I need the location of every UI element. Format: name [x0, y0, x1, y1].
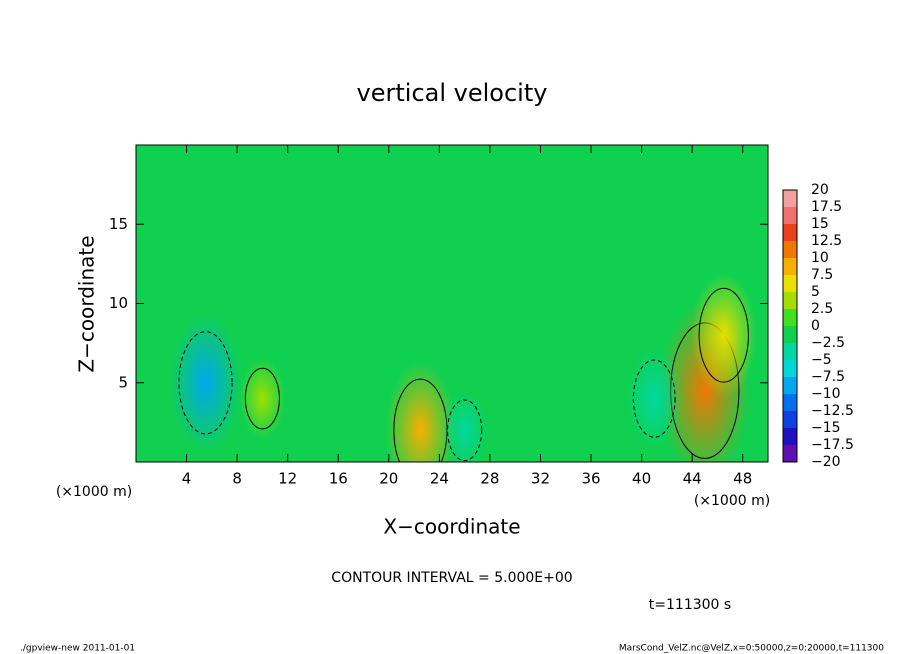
colorbar-label: −15 [811, 420, 841, 436]
contour-interval: CONTOUR INTERVAL = 5.000E+00 [331, 570, 572, 586]
colorbar-label: −20 [811, 454, 841, 470]
colorbar-label: 12.5 [811, 233, 842, 249]
colorbar-label: −5 [811, 352, 832, 368]
x-tick-label: 24 [430, 470, 449, 488]
colorbar-segment [783, 207, 797, 224]
x-tick-label: 12 [278, 470, 297, 488]
colorbar-label: −7.5 [811, 369, 845, 385]
colorbar-label: −2.5 [811, 335, 845, 351]
colorbar-segment [783, 360, 797, 377]
colorbar-label: 7.5 [811, 267, 833, 283]
colorbar-label: −10 [811, 386, 841, 402]
field-feature [170, 314, 241, 451]
colorbar-label: 10 [811, 250, 829, 266]
colorbar-segment [783, 343, 797, 360]
colorbar-segment [783, 394, 797, 411]
colorbar-segment [783, 258, 797, 275]
field-feature [239, 358, 286, 440]
colorbar-label: 17.5 [811, 199, 842, 215]
y-tick-label: 5 [118, 373, 128, 391]
x-tick-label: 44 [683, 470, 702, 488]
x-axis-label: X−coordinate [383, 515, 520, 539]
colorbar-segment [783, 411, 797, 428]
chart-title: vertical velocity [357, 79, 548, 107]
x-tick-label: 16 [329, 470, 348, 488]
colorbar-label: 15 [811, 216, 829, 232]
colorbar-segment [783, 377, 797, 394]
colorbar-label: 2.5 [811, 301, 833, 317]
colorbar-segment [783, 275, 797, 292]
x-tick-label: 40 [632, 470, 651, 488]
contour-line [447, 399, 483, 462]
x-tick-label: 32 [531, 470, 550, 488]
colorbar-segment [783, 190, 797, 207]
colorbar-segment [783, 224, 797, 241]
contour-line [698, 287, 749, 383]
contour-line [632, 359, 676, 438]
x-tick-label: 28 [480, 470, 499, 488]
colorbar-segment [783, 309, 797, 326]
x-tick-label: 4 [182, 470, 192, 488]
y-axis-label: Z−coordinate [75, 235, 99, 372]
field [170, 272, 757, 462]
colorbar-frame [782, 189, 798, 463]
footer-right: MarsCond_VelZ.nc@VelZ,x=0:50000,z=0:2000… [619, 644, 884, 654]
y-unit: (×1000 m) [56, 484, 132, 500]
colorbar-label: 0 [811, 318, 820, 334]
contour-line [178, 331, 233, 435]
contour-line [244, 367, 280, 430]
y-tick-label: 10 [109, 294, 128, 312]
colorbar-label: −17.5 [811, 437, 854, 453]
y-tick-label: 15 [109, 215, 128, 233]
colorbar-label: 20 [811, 182, 829, 198]
time-label: t=111300 s [649, 597, 731, 613]
colorbar-segment [783, 326, 797, 343]
field-feature [626, 347, 683, 451]
colorbar-segment [783, 428, 797, 445]
colorbar-label: −12.5 [811, 403, 854, 419]
field-feature [690, 272, 757, 398]
x-tick-label: 36 [581, 470, 600, 488]
field-feature [441, 389, 488, 462]
field-feature [385, 362, 456, 462]
colorbar-segment [783, 241, 797, 258]
colorbar-segment [783, 292, 797, 309]
footer-left: ./gpview-new 2011-01-01 [20, 644, 135, 654]
colorbar-segment [783, 445, 797, 462]
colorbar-label: 5 [811, 284, 820, 300]
x-tick-label: 8 [232, 470, 242, 488]
x-tick-label: 48 [733, 470, 752, 488]
x-tick-label: 20 [379, 470, 398, 488]
x-unit: (×1000 m) [694, 493, 770, 509]
